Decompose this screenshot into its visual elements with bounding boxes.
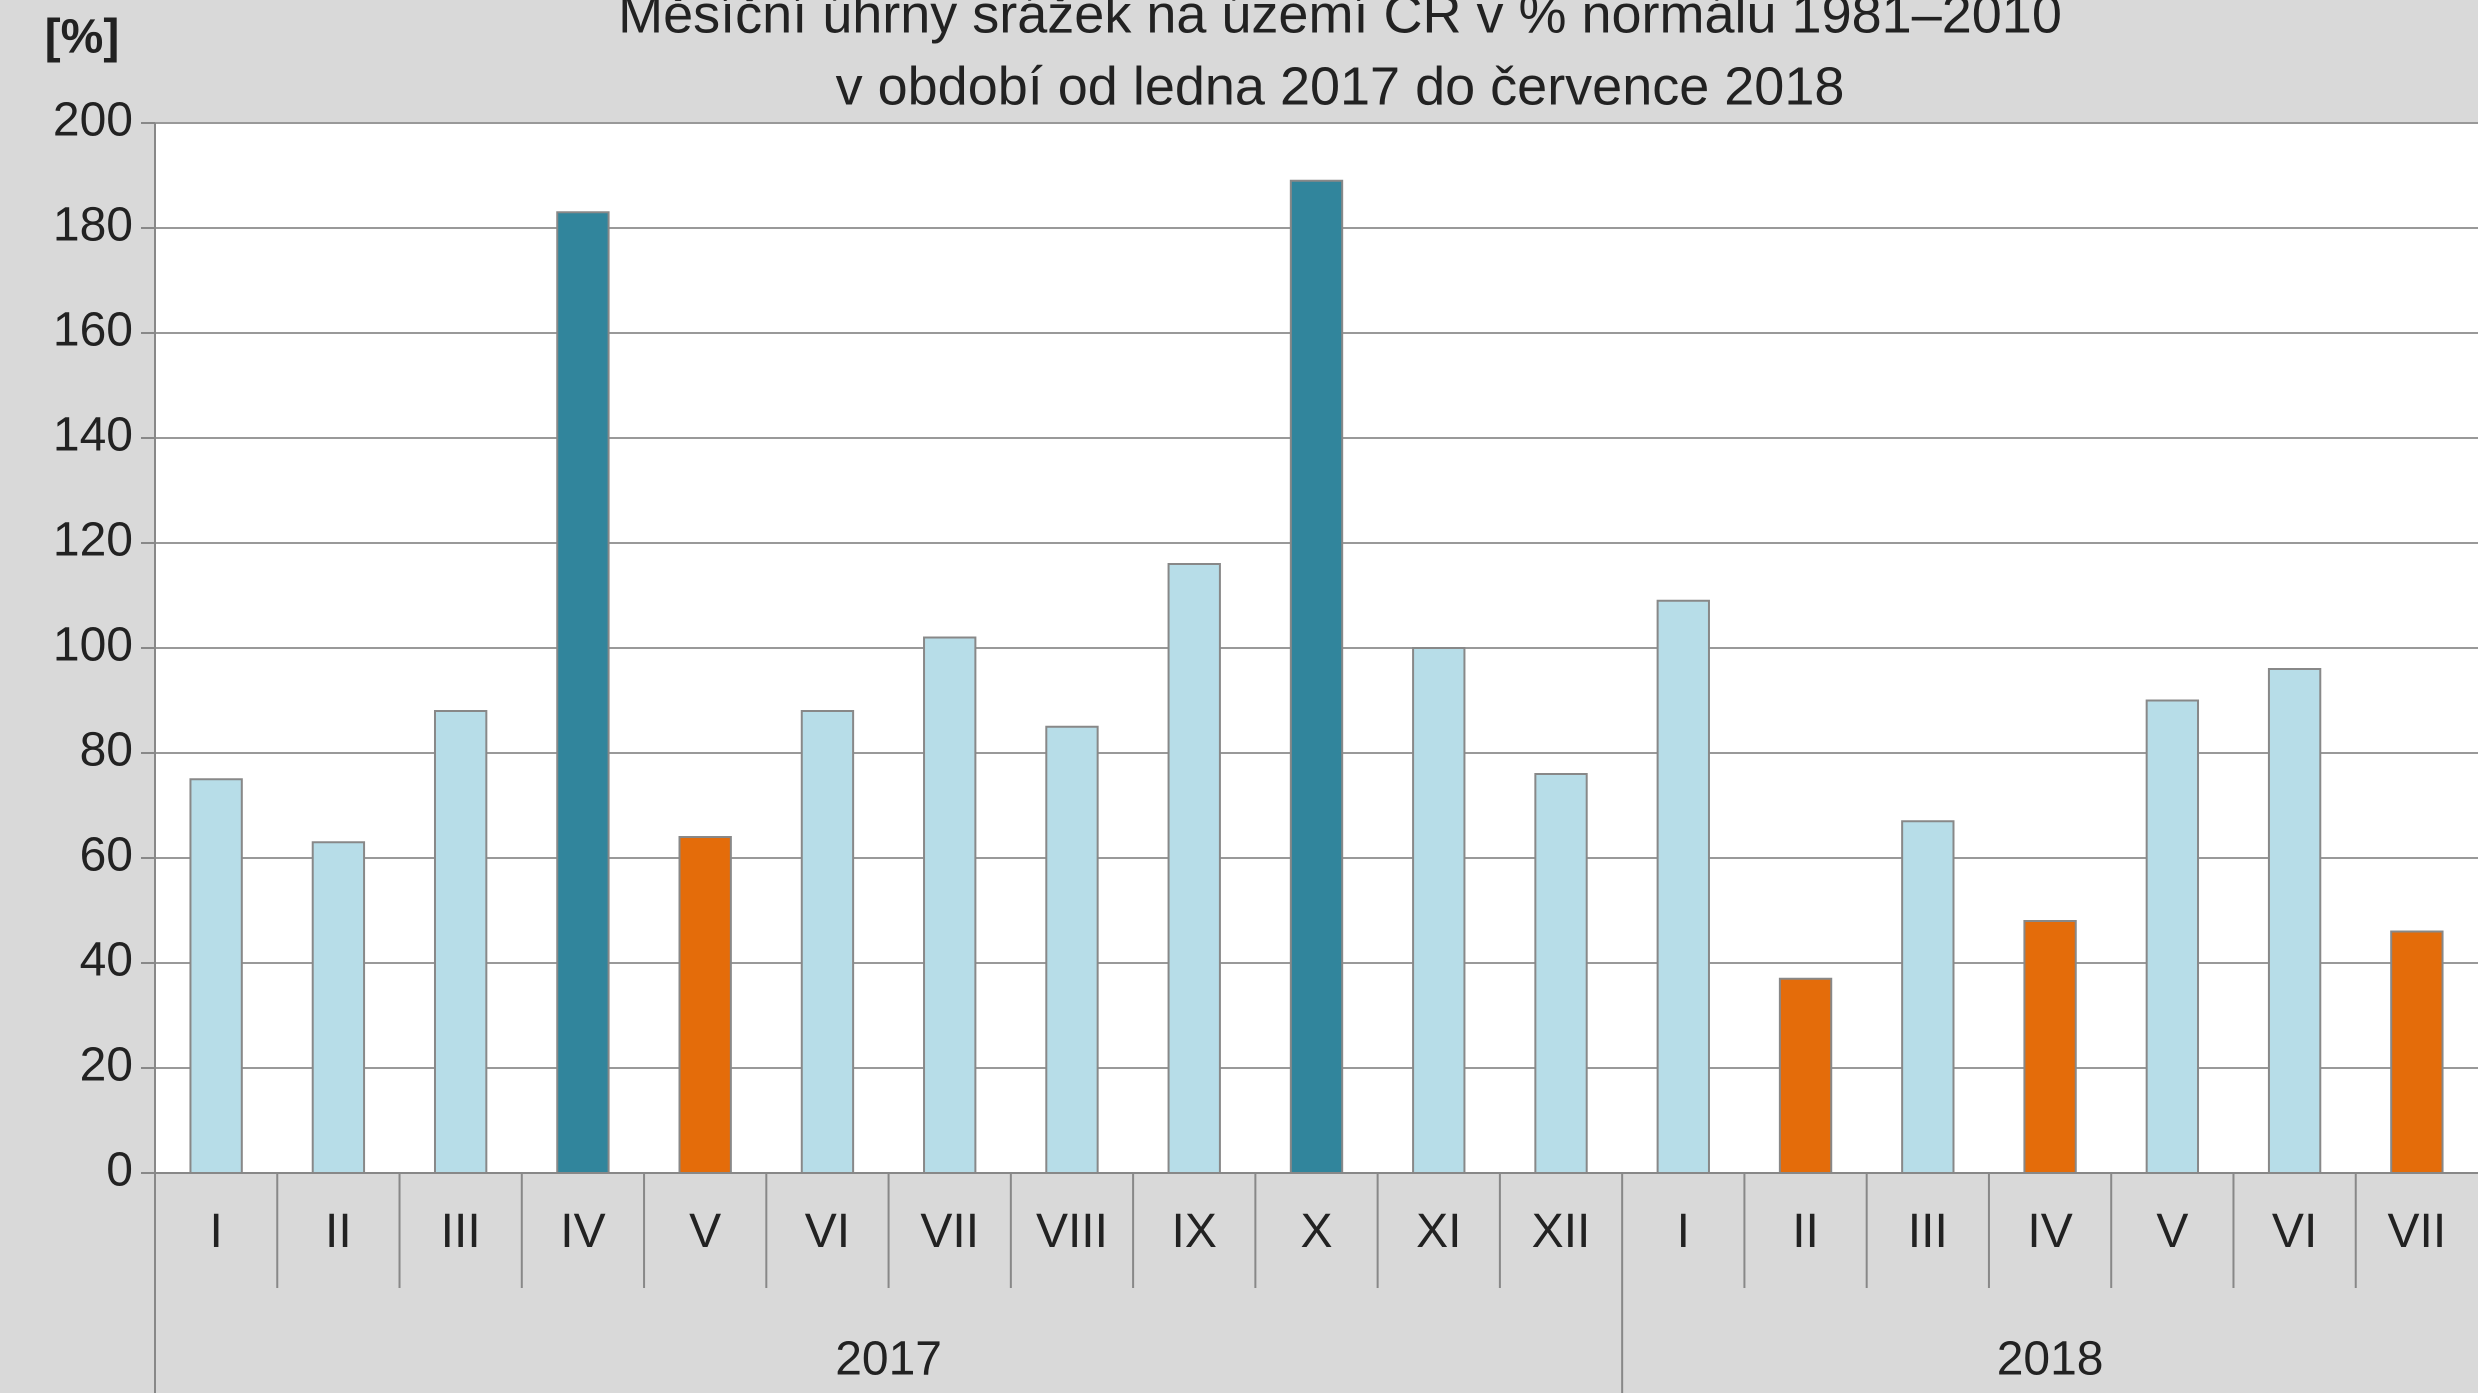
bar [1778, 977, 1833, 1174]
bar [189, 778, 243, 1174]
x-tick-label: II [325, 1205, 352, 1258]
chart-title: Měsíční úhrny srážek na území ČR v % nor… [618, 0, 2062, 44]
y-tick-label: 80 [80, 724, 133, 777]
bar [800, 710, 855, 1174]
x-tick-label: XI [1416, 1205, 1461, 1258]
y-tick-label: 20 [80, 1039, 133, 1092]
x-tick-label: IV [2027, 1205, 2072, 1258]
y-tick-label: 0 [106, 1144, 133, 1197]
bar [1412, 647, 1466, 1174]
x-tick-label: VI [805, 1205, 850, 1258]
bar [678, 836, 732, 1174]
x-tick-label: I [1677, 1205, 1690, 1258]
x-tick-label: II [1792, 1205, 1819, 1258]
x-tick-label: VII [920, 1205, 979, 1258]
bar [923, 636, 977, 1174]
x-tick-label: V [689, 1205, 721, 1258]
x-tick-label: VII [2388, 1205, 2447, 1258]
x-tick-label: I [209, 1205, 222, 1258]
y-tick-label: 140 [53, 409, 133, 462]
y-tick-label: 40 [80, 934, 133, 987]
x-tick-label: III [441, 1205, 481, 1258]
group-label: 2018 [1997, 1333, 2104, 1386]
bar [1656, 599, 1710, 1174]
x-tick-label: IX [1172, 1205, 1217, 1258]
x-tick-label: XII [1532, 1205, 1591, 1258]
bar [1534, 773, 1588, 1174]
y-tick-label: 60 [80, 829, 133, 882]
bar [2023, 920, 2077, 1174]
y-axis-label: [%] [45, 11, 120, 64]
x-tick-label: III [1908, 1205, 1948, 1258]
bar [1045, 725, 1099, 1174]
chart-title: v období od ledna 2017 do července 2018 [836, 56, 1845, 116]
y-tick-label: 200 [53, 94, 133, 147]
bar [2145, 699, 2200, 1174]
x-tick-label: X [1300, 1205, 1332, 1258]
y-tick-label: 180 [53, 199, 133, 252]
x-tick-label: V [2156, 1205, 2188, 1258]
bar [1289, 179, 1344, 1174]
bar [1167, 563, 1221, 1174]
bar [2267, 668, 2322, 1174]
x-tick-label: VI [2272, 1205, 2317, 1258]
x-tick-label: IV [560, 1205, 605, 1258]
bar [433, 710, 488, 1174]
group-label: 2017 [835, 1333, 942, 1386]
y-tick-label: 100 [53, 619, 133, 672]
y-tick-label: 120 [53, 514, 133, 567]
bar [1901, 820, 1955, 1174]
y-tick-label: 160 [53, 304, 133, 357]
bar [311, 841, 366, 1174]
x-tick-label: VIII [1036, 1205, 1108, 1258]
bar [2390, 930, 2444, 1174]
bar [556, 211, 610, 1174]
